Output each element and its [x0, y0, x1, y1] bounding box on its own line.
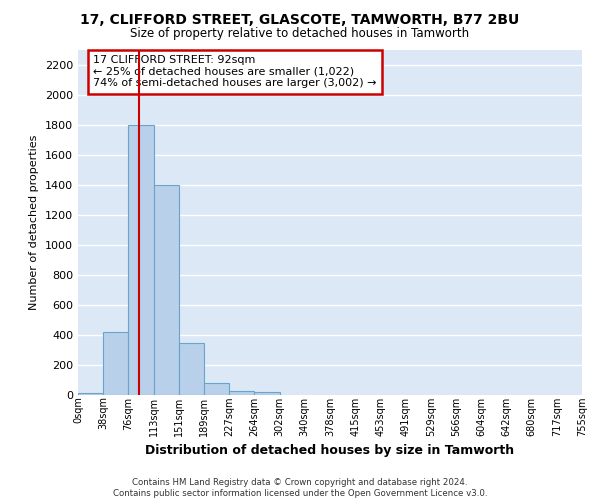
Bar: [204, 383, 229, 395]
Bar: [254, 392, 280, 395]
Y-axis label: Number of detached properties: Number of detached properties: [29, 135, 40, 310]
Text: Contains HM Land Registry data © Crown copyright and database right 2024.
Contai: Contains HM Land Registry data © Crown c…: [113, 478, 487, 498]
Bar: [103, 332, 128, 395]
Bar: [154, 185, 179, 395]
Bar: [78, 393, 103, 395]
Text: Size of property relative to detached houses in Tamworth: Size of property relative to detached ho…: [130, 28, 470, 40]
Text: 17 CLIFFORD STREET: 92sqm
← 25% of detached houses are smaller (1,022)
74% of se: 17 CLIFFORD STREET: 92sqm ← 25% of detac…: [93, 55, 377, 88]
Bar: [128, 125, 154, 395]
Bar: [229, 390, 254, 395]
Text: 17, CLIFFORD STREET, GLASCOTE, TAMWORTH, B77 2BU: 17, CLIFFORD STREET, GLASCOTE, TAMWORTH,…: [80, 12, 520, 26]
Bar: [179, 342, 204, 395]
X-axis label: Distribution of detached houses by size in Tamworth: Distribution of detached houses by size …: [145, 444, 515, 457]
